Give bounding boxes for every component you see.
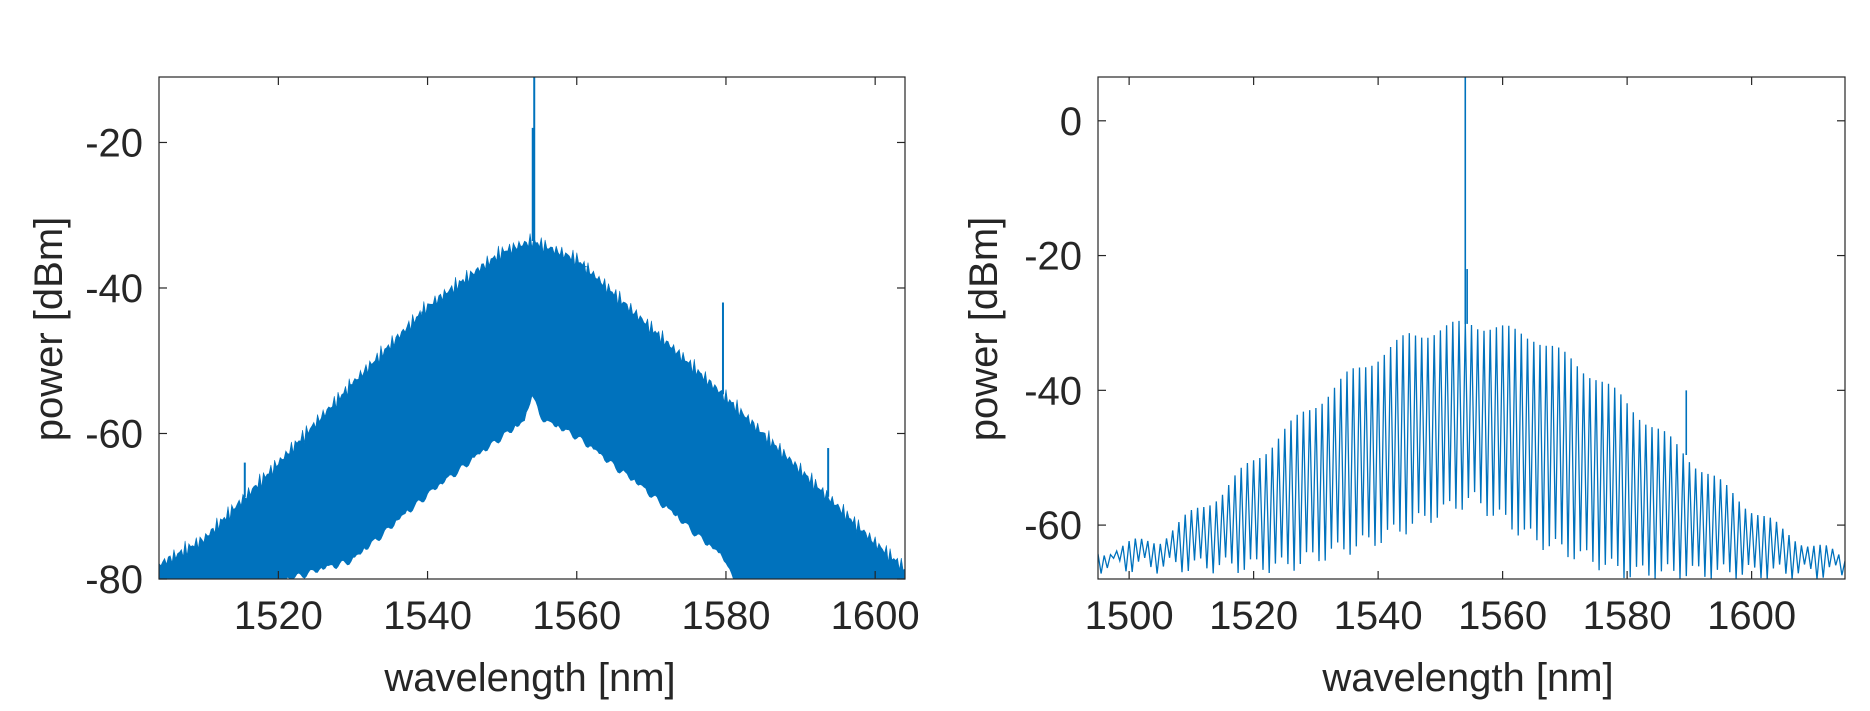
y-tick-label: -80: [85, 558, 143, 602]
x-tick-label: 1600: [831, 594, 920, 638]
x-tick-label: 1560: [532, 594, 621, 638]
y-tick-label: 0: [1060, 100, 1082, 144]
y-tick-label: -40: [1024, 369, 1082, 413]
left-y-axis-label: power [dBm]: [27, 217, 71, 442]
right-x-axis-label: wavelength [nm]: [1321, 656, 1613, 700]
right-y-axis-label: power [dBm]: [962, 217, 1006, 442]
spectrum-trace: [1098, 77, 1845, 579]
y-tick-label: -40: [85, 267, 143, 311]
spectrum-band: [159, 233, 905, 579]
x-tick-label: 1500: [1085, 594, 1174, 638]
x-tick-label: 1580: [1583, 594, 1672, 638]
x-tick-label: 1560: [1458, 594, 1547, 638]
comb-trace: [1098, 320, 1845, 579]
x-tick-label: 1600: [1707, 594, 1796, 638]
x-tick-label: 1520: [234, 594, 323, 638]
y-tick-label: -60: [85, 412, 143, 456]
left-x-axis-label: wavelength [nm]: [383, 656, 675, 700]
right-spectrum-plot: power [dBm] wavelength [nm] 1500 1520 1540…: [962, 76, 1846, 700]
plot-frame: [158, 76, 906, 580]
spectrum-trace: [159, 77, 905, 579]
x-tick-label: 1540: [383, 594, 472, 638]
x-tick-label: 1580: [681, 594, 770, 638]
y-tick-label: -60: [1024, 504, 1082, 548]
x-tick-label: 1520: [1209, 594, 1298, 638]
y-tick-label: -20: [1024, 235, 1082, 279]
left-spectrum-plot: power [dBm] wavelength [nm] 1520 1540 1560…: [27, 76, 920, 700]
y-tick-label: -20: [85, 121, 143, 165]
plot-frame: [1097, 76, 1846, 580]
x-tick-label: 1540: [1334, 594, 1423, 638]
